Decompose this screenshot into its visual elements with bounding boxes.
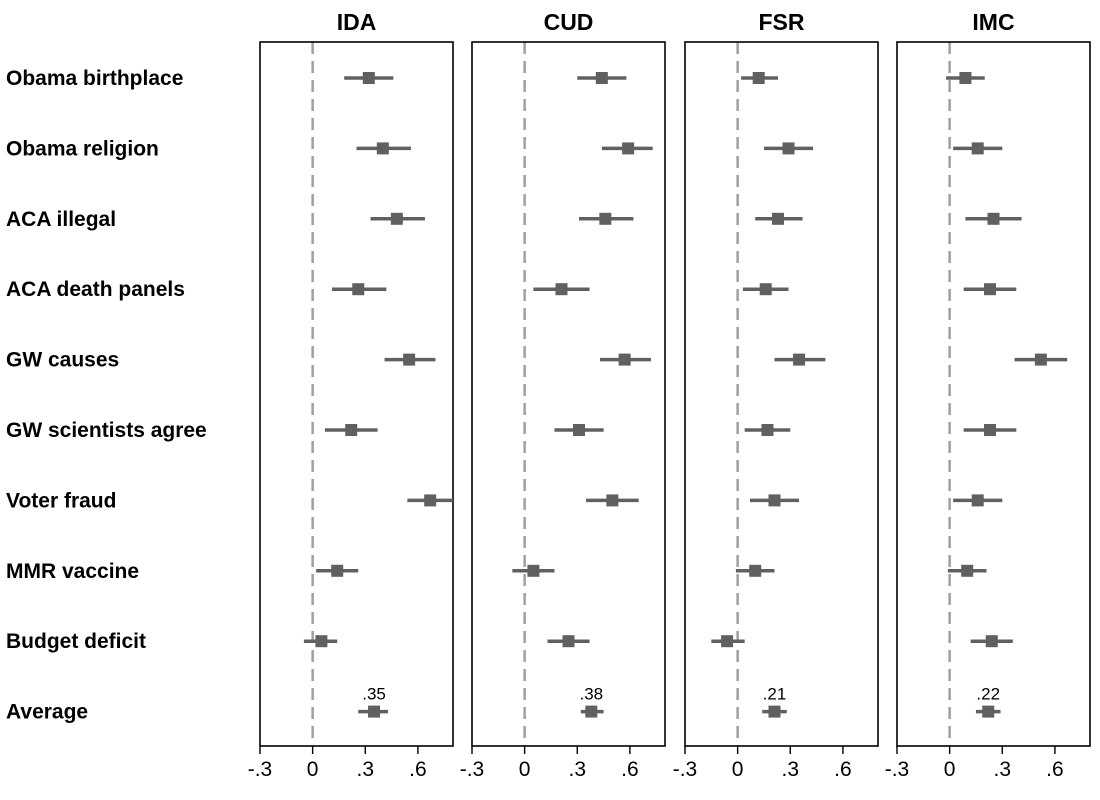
- panel-title: IDA: [337, 9, 377, 35]
- point-estimate-marker: [971, 142, 984, 155]
- x-tick-label: 0: [732, 758, 744, 781]
- row-label: Budget deficit: [6, 630, 146, 653]
- point-estimate-marker: [759, 283, 772, 296]
- x-tick-label: .3: [994, 758, 1012, 781]
- point-estimate-marker: [376, 142, 389, 155]
- panel-title: IMC: [972, 9, 1014, 35]
- point-estimate-marker: [749, 564, 762, 577]
- x-tick-label: 0: [944, 758, 956, 781]
- point-estimate-marker: [362, 72, 375, 84]
- panel-frame: [896, 41, 1091, 747]
- point-estimate-marker: [761, 424, 774, 436]
- average-value-label: .21: [763, 685, 787, 704]
- point-estimate-marker: [599, 212, 612, 225]
- point-estimate-marker: [959, 72, 972, 84]
- point-estimate-marker: [585, 705, 598, 718]
- x-tick-label: -.3: [460, 758, 485, 781]
- point-estimate-marker: [622, 142, 635, 155]
- point-estimate-marker: [782, 142, 795, 155]
- panel-frame: [684, 41, 879, 747]
- point-estimate-marker: [987, 212, 1000, 225]
- point-estimate-marker: [403, 353, 416, 366]
- point-estimate-marker: [331, 564, 344, 577]
- point-estimate-marker: [527, 564, 540, 577]
- panel-frame: [471, 41, 666, 747]
- row-label: GW scientists agree: [6, 419, 207, 442]
- point-estimate-marker: [555, 283, 568, 296]
- x-tick-label: -.3: [885, 758, 910, 781]
- point-estimate-marker: [983, 283, 996, 296]
- point-estimate-marker: [345, 424, 358, 436]
- point-estimate-marker: [793, 353, 806, 366]
- row-label: Obama religion: [6, 137, 159, 160]
- point-estimate-marker: [985, 635, 998, 648]
- point-estimate-marker: [768, 705, 781, 718]
- average-value-label: .35: [362, 685, 386, 704]
- row-label: MMR vaccine: [6, 560, 139, 583]
- point-estimate-marker: [768, 494, 781, 507]
- x-tick-label: -.3: [673, 758, 698, 781]
- x-tick-label: .6: [1046, 758, 1064, 781]
- point-estimate-marker: [562, 635, 575, 648]
- average-value-label: .22: [976, 685, 1000, 704]
- x-tick-label: 0: [307, 758, 319, 781]
- point-estimate-marker: [606, 494, 619, 507]
- point-estimate-marker: [368, 705, 381, 718]
- row-label: GW causes: [6, 349, 119, 372]
- panel-frame: [259, 41, 454, 747]
- panel-title: CUD: [544, 9, 594, 35]
- point-estimate-marker: [315, 635, 328, 648]
- row-label: Average: [6, 701, 88, 724]
- point-estimate-marker: [721, 635, 734, 648]
- point-estimate-marker: [983, 424, 996, 436]
- point-estimate-marker: [771, 212, 784, 225]
- point-estimate-marker: [982, 705, 995, 718]
- point-estimate-marker: [961, 564, 974, 577]
- x-tick-label: -.3: [248, 758, 273, 781]
- row-label: Voter fraud: [6, 489, 116, 512]
- point-estimate-marker: [618, 353, 631, 366]
- x-tick-label: .6: [834, 758, 852, 781]
- x-tick-label: .3: [569, 758, 587, 781]
- average-value-label: .38: [579, 685, 603, 704]
- point-estimate-marker: [1034, 353, 1047, 366]
- point-estimate-marker: [390, 212, 403, 225]
- x-tick-label: .6: [409, 758, 427, 781]
- point-estimate-marker: [573, 424, 586, 436]
- point-estimate-marker: [752, 72, 765, 84]
- point-estimate-marker: [971, 494, 984, 507]
- row-label: ACA death panels: [6, 278, 185, 301]
- x-tick-label: .6: [621, 758, 639, 781]
- point-estimate-marker: [352, 283, 365, 296]
- point-estimate-marker: [424, 494, 437, 507]
- x-tick-label: .3: [357, 758, 375, 781]
- panel-title: FSR: [759, 9, 805, 35]
- x-tick-label: 0: [519, 758, 531, 781]
- row-label: ACA illegal: [6, 208, 116, 231]
- row-label: Obama birthplace: [6, 67, 183, 90]
- x-tick-label: .3: [782, 758, 800, 781]
- point-estimate-marker: [595, 72, 608, 84]
